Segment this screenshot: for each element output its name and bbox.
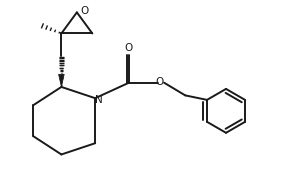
Text: O: O bbox=[81, 6, 89, 16]
Text: O: O bbox=[125, 43, 133, 53]
Text: N: N bbox=[95, 95, 103, 105]
Text: O: O bbox=[156, 77, 164, 87]
Polygon shape bbox=[59, 74, 64, 87]
